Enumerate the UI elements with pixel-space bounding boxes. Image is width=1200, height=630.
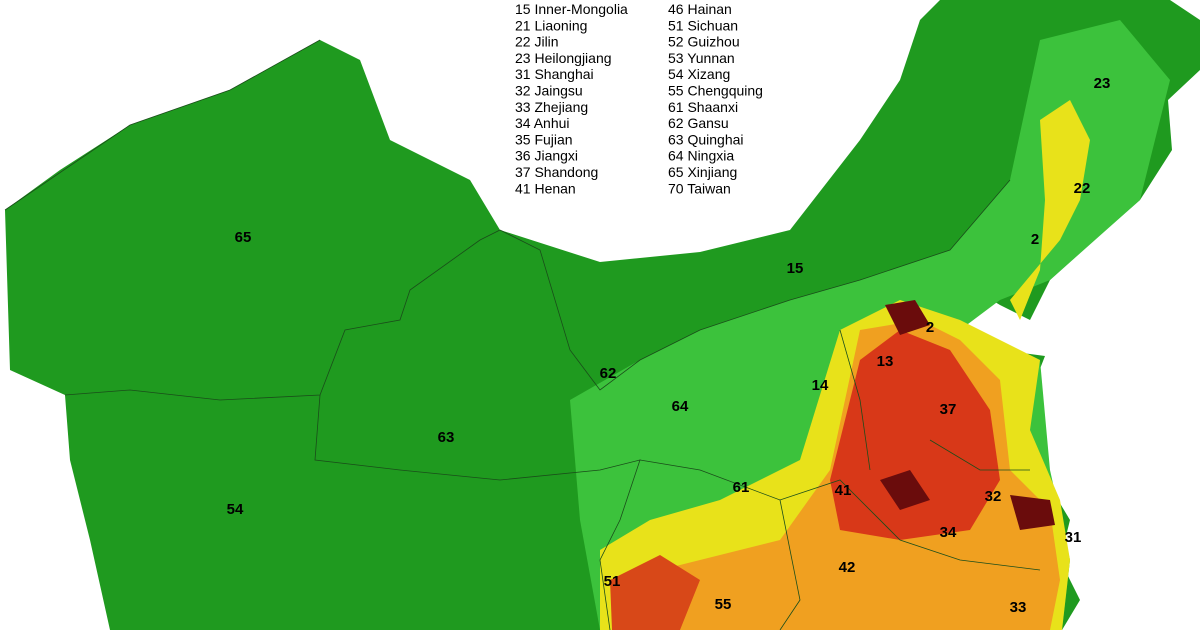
legend-entry: 41 Henan bbox=[515, 180, 576, 196]
legend-entry: 22 Jilin bbox=[515, 34, 559, 50]
region-label: 41 bbox=[835, 482, 852, 499]
region-label: 22 bbox=[1074, 180, 1091, 197]
legend-entry: 63 Quinghai bbox=[668, 131, 744, 147]
legend-entry: 46 Hainan bbox=[668, 1, 732, 17]
region-label: 63 bbox=[438, 429, 455, 446]
region-label: 61 bbox=[733, 479, 750, 496]
legend-entry: 51 Sichuan bbox=[668, 17, 738, 33]
region-label: 2 bbox=[1031, 231, 1039, 248]
region-label: 33 bbox=[1010, 599, 1027, 616]
legend-entry: 64 Ningxia bbox=[668, 148, 734, 164]
region-label: 34 bbox=[940, 524, 957, 541]
legend-entry: 15 Inner-Mongolia bbox=[515, 1, 628, 17]
region-label: 42 bbox=[839, 559, 856, 576]
legend-entry: 32 Jaingsu bbox=[515, 83, 583, 99]
region-yellow-north bbox=[1010, 100, 1090, 320]
region-label: 64 bbox=[672, 398, 689, 415]
legend-entry: 70 Taiwan bbox=[668, 180, 731, 196]
legend-entry: 65 Xinjiang bbox=[668, 164, 737, 180]
legend-entry: 31 Shanghai bbox=[515, 66, 594, 82]
land bbox=[5, 0, 1200, 630]
legend-entry: 35 Fujian bbox=[515, 131, 573, 147]
province-border bbox=[314, 394, 641, 630]
region-label: 15 bbox=[787, 260, 804, 277]
province-borders bbox=[4, 39, 1041, 630]
region-label: 65 bbox=[235, 229, 252, 246]
legend-entry: 52 Guizhou bbox=[668, 34, 740, 50]
region-label: 55 bbox=[715, 596, 732, 613]
province-border bbox=[4, 39, 501, 401]
legend-entry: 53 Yunnan bbox=[668, 50, 735, 66]
region-red bbox=[830, 330, 1000, 540]
legend-entry: 33 Zhejiang bbox=[515, 99, 588, 115]
province-border bbox=[499, 179, 1011, 391]
province-border bbox=[639, 329, 1041, 630]
region-label: 62 bbox=[600, 365, 617, 382]
region-darkred bbox=[880, 300, 1055, 530]
legend-entry: 54 Xizang bbox=[668, 66, 730, 82]
legend-entry: 37 Shandong bbox=[515, 164, 598, 180]
legend-entry: 55 Chengquing bbox=[668, 83, 763, 99]
region-label: 23 bbox=[1094, 75, 1111, 92]
region-label: 37 bbox=[940, 401, 957, 418]
legend-entry: 62 Gansu bbox=[668, 115, 729, 131]
legend-entry: 36 Jiangxi bbox=[515, 148, 578, 164]
region-label: 54 bbox=[227, 501, 244, 518]
region-label: 51 bbox=[604, 573, 621, 590]
region-label: 32 bbox=[985, 488, 1002, 505]
legend-entry: 61 Shaanxi bbox=[668, 99, 738, 115]
region-label: 13 bbox=[877, 353, 894, 370]
region-label: 2 bbox=[926, 319, 934, 336]
legend-entry: 23 Heilongjiang bbox=[515, 50, 612, 66]
region-label: 31 bbox=[1065, 529, 1082, 546]
region-label: 14 bbox=[812, 377, 829, 394]
legend-entry: 21 Liaoning bbox=[515, 17, 587, 33]
region-red-west bbox=[610, 555, 700, 630]
legend-entry: 34 Anhui bbox=[515, 115, 570, 131]
